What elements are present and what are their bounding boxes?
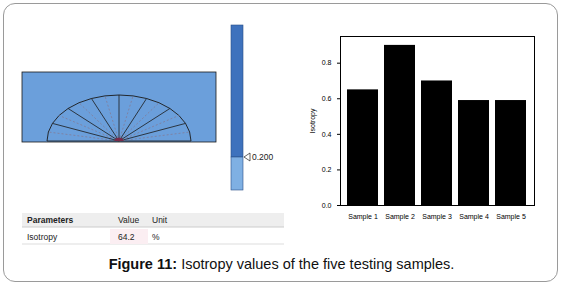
svg-text:Sample 2: Sample 2 <box>385 213 415 221</box>
svg-text:Sample 1: Sample 1 <box>348 213 378 221</box>
svg-text:Unit: Unit <box>152 215 168 225</box>
svg-text:Isotropy: Isotropy <box>27 232 58 242</box>
svg-text:0.6: 0.6 <box>322 95 332 102</box>
svg-text:Isotropy: Isotropy <box>309 108 317 133</box>
svg-text:Sample 5: Sample 5 <box>496 213 526 221</box>
svg-text:Value: Value <box>118 215 139 225</box>
svg-text:Sample 3: Sample 3 <box>422 213 452 221</box>
svg-text:0.4: 0.4 <box>322 131 332 138</box>
svg-text:0.8: 0.8 <box>322 59 332 66</box>
svg-text:0.2: 0.2 <box>322 166 332 173</box>
svg-text:%: % <box>152 232 160 242</box>
svg-text:Sample 4: Sample 4 <box>459 213 489 221</box>
svg-text:0.200: 0.200 <box>252 152 274 162</box>
svg-text:64.2: 64.2 <box>118 232 135 242</box>
svg-text:0.0: 0.0 <box>322 202 332 209</box>
html-text:Figure 11: Isotropy values of: Figure 11: Isotropy values of the five t… <box>108 256 455 272</box>
svg-text:Parameters: Parameters <box>27 215 74 225</box>
